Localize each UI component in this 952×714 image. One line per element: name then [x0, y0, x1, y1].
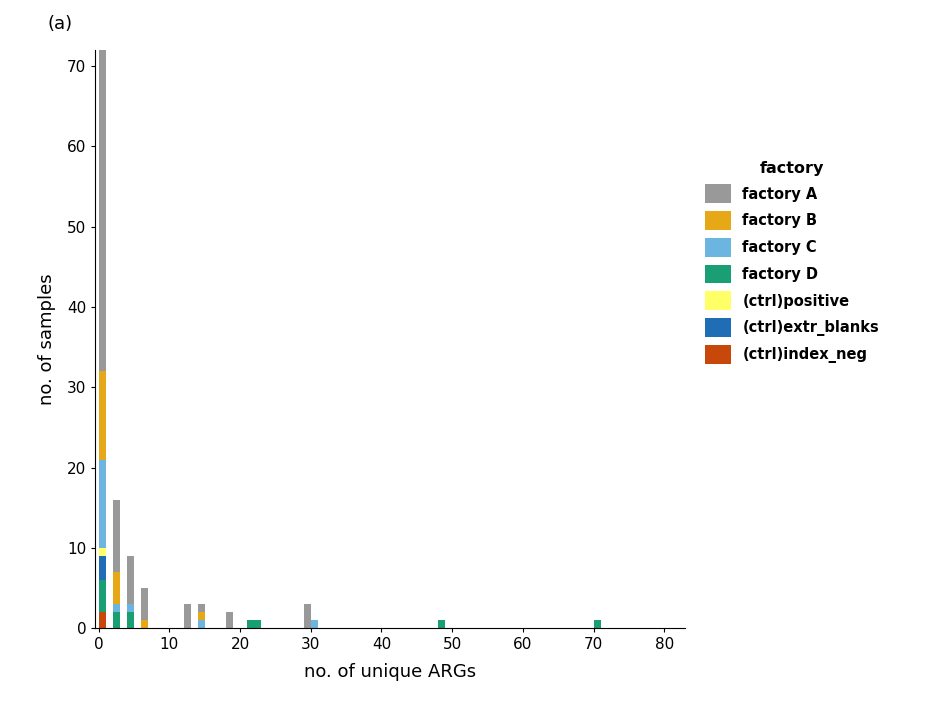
- Bar: [127, 613, 134, 628]
- Bar: [198, 620, 205, 628]
- Bar: [184, 604, 190, 628]
- Y-axis label: no. of samples: no. of samples: [38, 273, 55, 405]
- Bar: [438, 620, 446, 628]
- Bar: [304, 604, 310, 628]
- Bar: [99, 580, 106, 613]
- Bar: [99, 556, 106, 580]
- X-axis label: no. of unique ARGs: no. of unique ARGs: [305, 663, 476, 681]
- Bar: [113, 613, 120, 628]
- Bar: [127, 556, 134, 604]
- Bar: [141, 620, 149, 628]
- Bar: [99, 548, 106, 556]
- Bar: [310, 620, 318, 628]
- Legend: factory A, factory B, factory C, factory D, (ctrl)positive, (ctrl)extr_blanks, (: factory A, factory B, factory C, factory…: [704, 161, 880, 363]
- Bar: [113, 500, 120, 572]
- Bar: [99, 460, 106, 548]
- Bar: [593, 620, 601, 628]
- Bar: [99, 0, 106, 371]
- Bar: [99, 613, 106, 628]
- Text: (a): (a): [48, 14, 73, 33]
- Bar: [198, 604, 205, 613]
- Bar: [113, 604, 120, 613]
- Bar: [226, 613, 233, 628]
- Bar: [248, 620, 254, 628]
- Bar: [113, 572, 120, 604]
- Bar: [141, 588, 149, 620]
- Bar: [254, 620, 261, 628]
- Bar: [127, 604, 134, 613]
- Bar: [99, 371, 106, 460]
- Bar: [198, 613, 205, 620]
